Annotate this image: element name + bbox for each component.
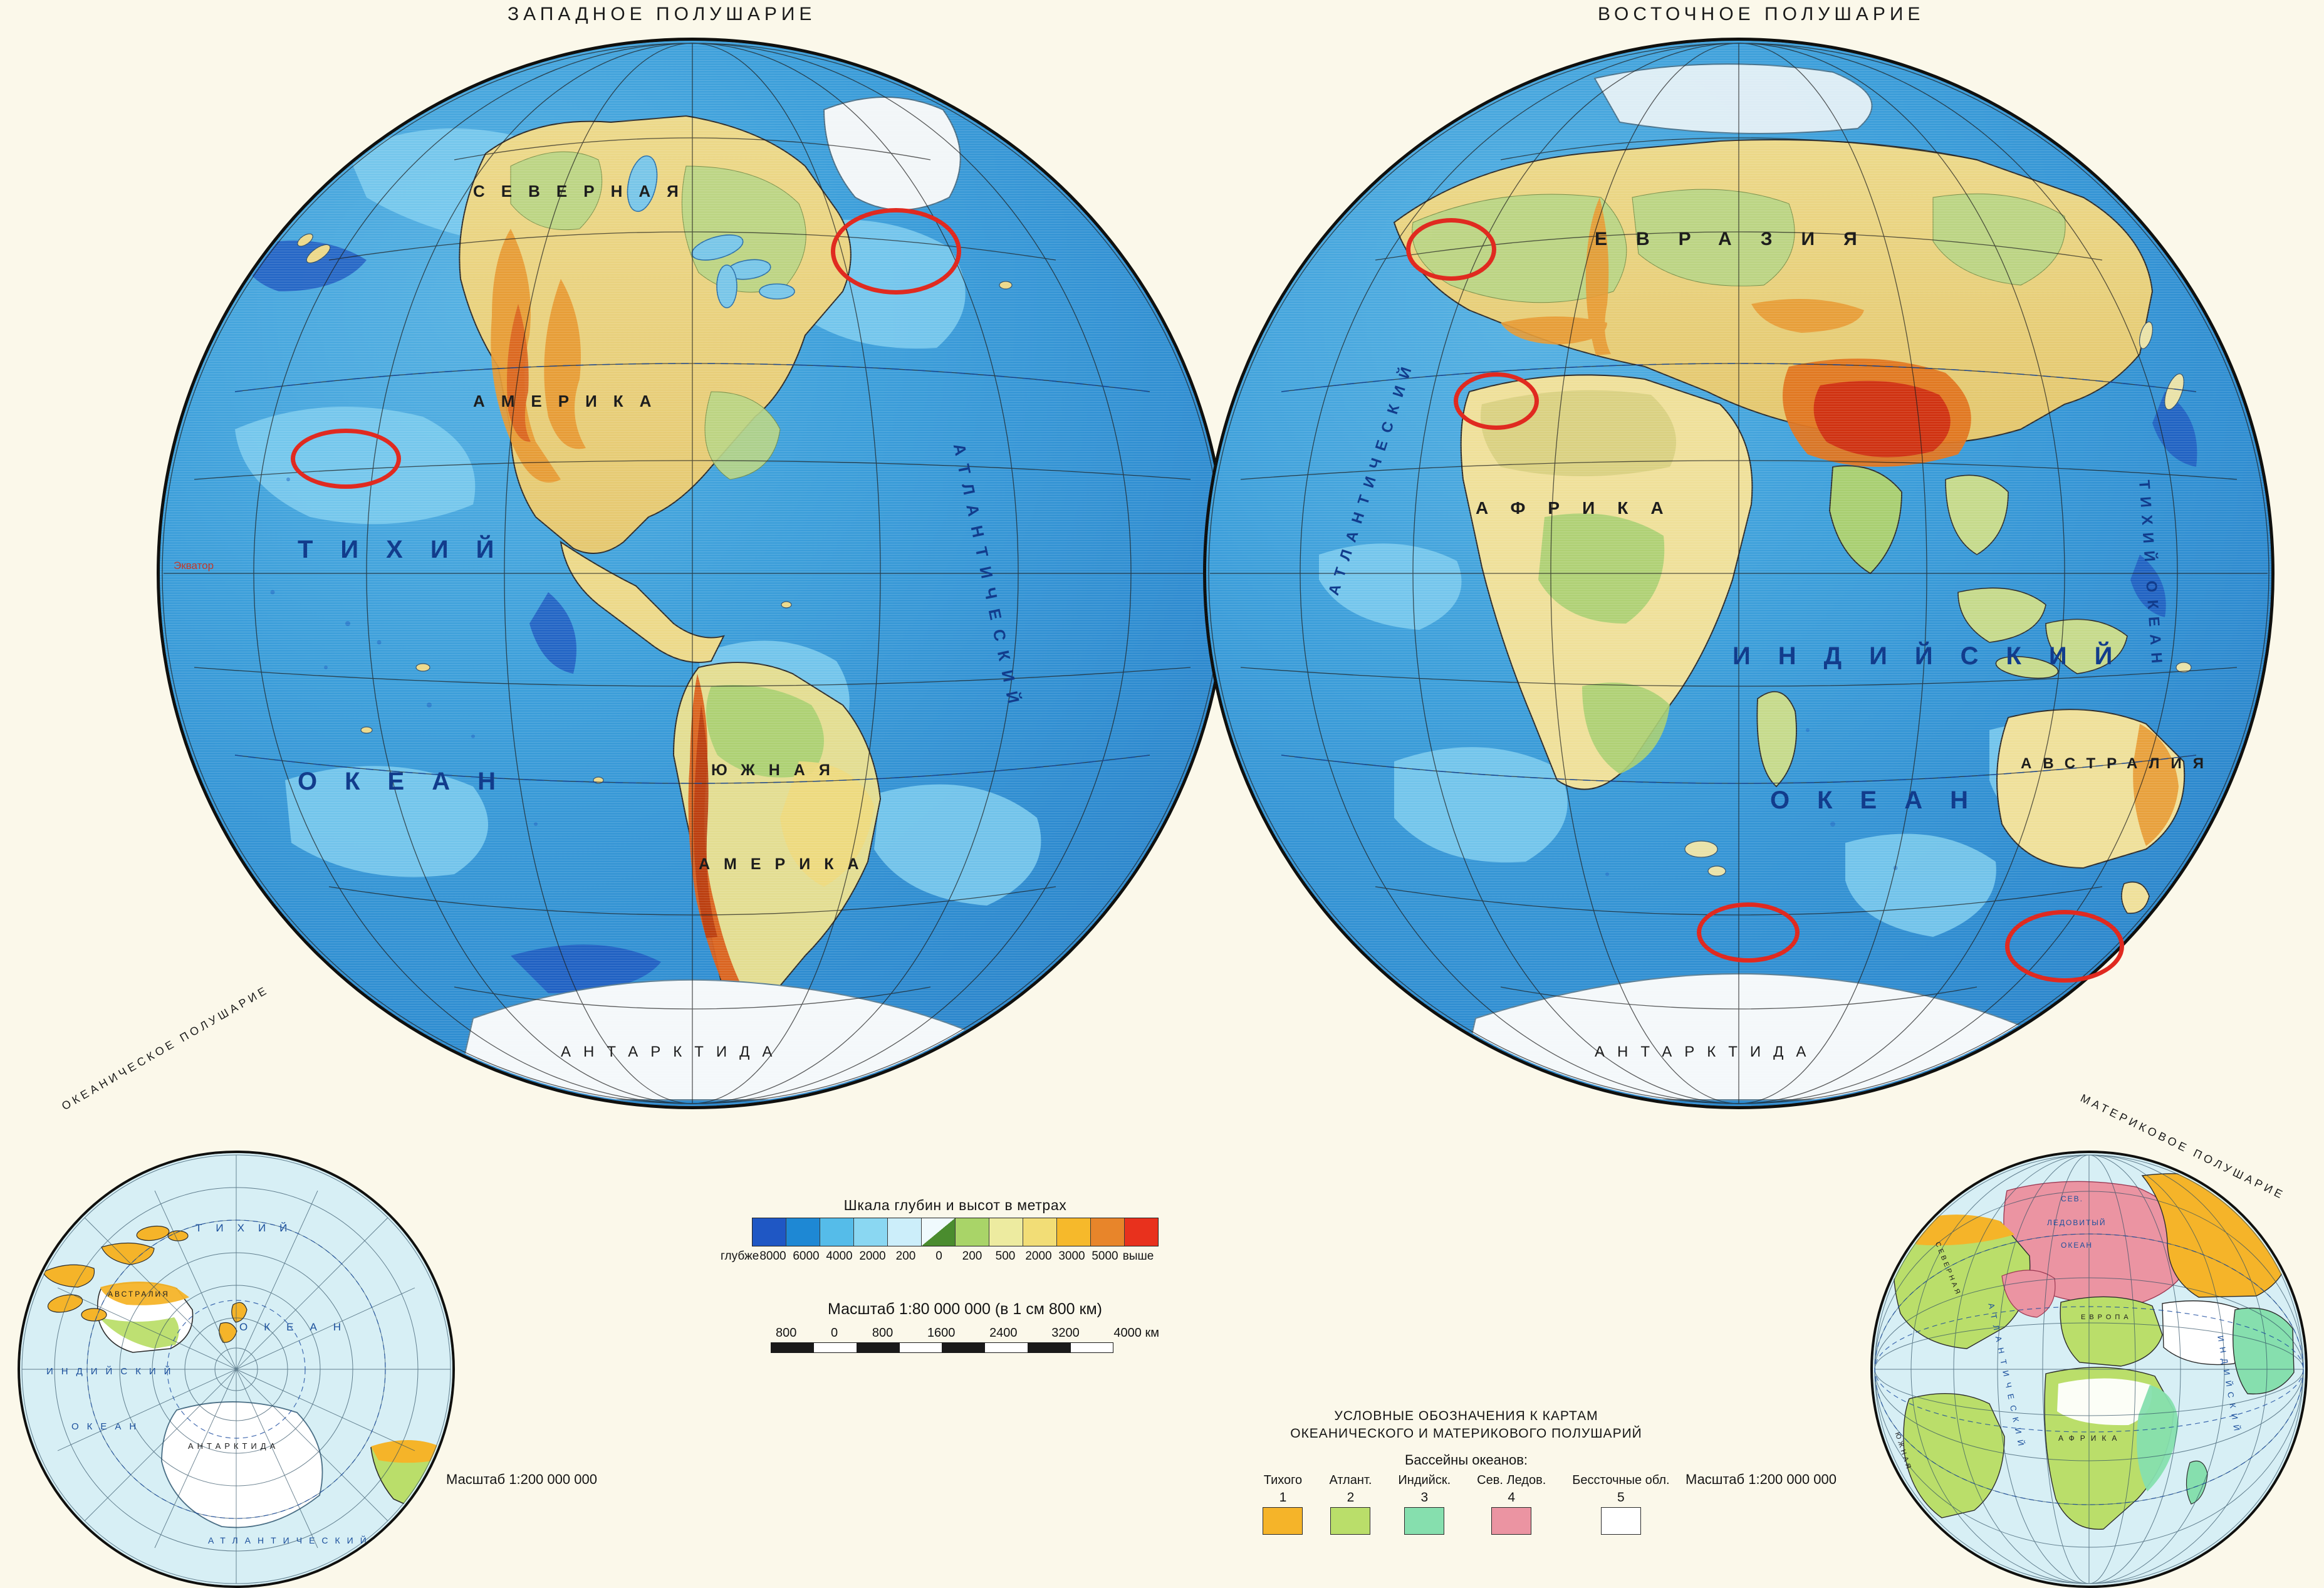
basin-swatch-indian <box>1404 1507 1445 1535</box>
swatch-5000 <box>1124 1218 1158 1246</box>
east-hemisphere-title: ВОСТОЧНОЕ ПОЛУШАРИЕ <box>1598 4 1925 24</box>
sb-seg-5 <box>942 1343 986 1352</box>
depth-height-tick-labels: глубже 8000 6000 4000 2000 200 0 200 500… <box>721 1250 1171 1263</box>
swatch-2000 <box>887 1218 921 1246</box>
basin-name-atlantic: Атлант. <box>1329 1473 1372 1487</box>
continental-map-artwork <box>1893 1173 2295 1530</box>
depth-height-swatches <box>752 1218 1159 1246</box>
sb-seg-8 <box>1071 1343 1113 1352</box>
sb-seg-2 <box>814 1343 857 1352</box>
sb-tick-6: 4000 км <box>1113 1326 1159 1340</box>
basin-num-arctic: 4 <box>1508 1490 1516 1505</box>
basin-item-atlantic: Атлант. 2 <box>1329 1473 1372 1535</box>
sb-tick-5: 3200 <box>1051 1326 1080 1340</box>
sb-tick-0: 800 <box>776 1326 797 1340</box>
basin-swatch-atlantic <box>1330 1507 1371 1535</box>
basin-num-indian: 3 <box>1420 1490 1429 1505</box>
oceanic-scale-text: Масштаб 1:200 000 000 <box>446 1471 597 1487</box>
swatch-deeper <box>753 1218 786 1246</box>
sb-seg-1 <box>771 1343 815 1352</box>
oceanic-map-artwork <box>42 1225 451 1528</box>
scale-bar-graphic <box>771 1342 1113 1353</box>
swatch-2000-up <box>1056 1218 1090 1246</box>
west-hemisphere-title: ЗАПАДНОЕ ПОЛУШАРИЕ <box>508 4 816 24</box>
annotation-hawaii <box>291 429 401 489</box>
continental-scale-text: Масштаб 1:200 000 000 <box>1686 1471 1837 1487</box>
swatch-0 <box>955 1218 989 1246</box>
swatch-4000 <box>853 1218 887 1246</box>
swatch-200 <box>921 1218 955 1246</box>
basin-legend-items: Тихого 1 Атлант. 2 Индийск. 3 Сев. Ледов… <box>1247 1473 1686 1535</box>
oceanic-hemisphere-globe[interactable]: ТИХИЙ ОКЕАН ИНДИЙСКИЙ ОКЕАН АТЛАНТИЧЕСКИ… <box>18 1151 455 1588</box>
tick-higher: выше <box>1122 1250 1154 1263</box>
swatch-3000 <box>1090 1218 1124 1246</box>
scale-bar-numbers: 800 0 800 1600 2400 3200 4000 км <box>771 1326 1159 1340</box>
sb-seg-7 <box>1028 1343 1071 1352</box>
swatch-500 <box>1023 1218 1056 1246</box>
basin-legend-title-1: УСЛОВНЫЕ ОБОЗНАЧЕНИЯ К КАРТАМ <box>1334 1409 1598 1423</box>
tick-200-up: 200 <box>962 1250 982 1263</box>
annotation-kerguelen <box>1697 902 1800 963</box>
depth-height-legend: Шкала глубин и высот в метрах глубже 800… <box>721 1197 1171 1263</box>
sb-tick-4: 2400 <box>989 1326 1018 1340</box>
annotation-tasmania <box>2005 910 2124 983</box>
sb-tick-2: 800 <box>872 1326 894 1340</box>
sb-seg-4 <box>900 1343 942 1352</box>
tick-deeper: глубже <box>721 1250 759 1263</box>
basin-num-endorheic: 5 <box>1617 1490 1625 1505</box>
tick-2000: 2000 <box>859 1250 886 1263</box>
basin-legend-subtitle: Бассейны океанов: <box>1404 1451 1528 1468</box>
basin-name-indian: Индийск. <box>1398 1473 1451 1487</box>
annotation-newfoundland <box>831 208 961 295</box>
tick-0: 0 <box>935 1250 942 1263</box>
tick-5000: 5000 <box>1092 1250 1118 1263</box>
swatch-200-up <box>989 1218 1023 1246</box>
annotation-paris <box>1406 218 1496 281</box>
basin-name-endorheic: Бессточные обл. <box>1572 1473 1670 1487</box>
basin-swatch-pacific <box>1263 1507 1303 1535</box>
tick-200: 200 <box>895 1250 916 1263</box>
basin-item-endorheic: Бессточные обл. 5 <box>1572 1473 1670 1535</box>
tick-2000-up: 2000 <box>1025 1250 1052 1263</box>
sb-tick-1: 0 <box>831 1326 838 1340</box>
tick-3000: 3000 <box>1058 1250 1085 1263</box>
basin-swatch-endorheic <box>1600 1507 1641 1535</box>
tick-4000: 4000 <box>826 1250 853 1263</box>
basin-item-arctic: Сев. Ледов. 4 <box>1477 1473 1546 1535</box>
sb-seg-3 <box>857 1343 900 1352</box>
sb-seg-6 <box>985 1343 1028 1352</box>
basin-num-pacific: 1 <box>1279 1490 1287 1505</box>
continental-hemisphere-globe[interactable]: СЕВ. ЛЕДОВИТЫЙ ОКЕАН АТЛАНТИЧЕСКИЙ ИНДИЙ… <box>1870 1151 2308 1588</box>
tick-6000: 6000 <box>793 1250 820 1263</box>
annotation-suez-canal <box>1454 372 1539 430</box>
scale-bar-block: Масштаб 1:80 000 000 (в 1 см 800 км) 800… <box>771 1300 1159 1353</box>
swatch-8000 <box>786 1218 820 1246</box>
basin-item-pacific: Тихого 1 <box>1263 1473 1303 1535</box>
swatch-6000 <box>820 1218 853 1246</box>
ocean-basin-legend: УСЛОВНЫЕ ОБОЗНАЧЕНИЯ К КАРТАМ ОКЕАНИЧЕСК… <box>1247 1408 1686 1535</box>
basin-legend-title-2: ОКЕАНИЧЕСКОГО И МАТЕРИКОВОГО ПОЛУШАРИЙ <box>1290 1426 1642 1441</box>
scale-bar-title: Масштаб 1:80 000 000 (в 1 см 800 км) <box>828 1300 1102 1318</box>
west-hemisphere-globe[interactable]: ТИХИЙ ОКЕАН СЕВЕРНАЯ АМЕРИКА ЮЖНАЯ АМЕРИ… <box>157 38 1228 1109</box>
basin-swatch-arctic <box>1491 1507 1532 1535</box>
sb-tick-3: 1600 <box>927 1326 956 1340</box>
basin-num-atlantic: 2 <box>1347 1490 1355 1505</box>
basin-item-indian: Индийск. 3 <box>1398 1473 1451 1535</box>
tick-8000: 8000 <box>759 1250 786 1263</box>
basin-name-pacific: Тихого <box>1263 1473 1303 1487</box>
basin-name-arctic: Сев. Ледов. <box>1477 1473 1546 1487</box>
west-map-artwork <box>235 97 1041 1100</box>
tick-500: 500 <box>995 1250 1016 1263</box>
depth-height-legend-title: Шкала глубин и высот в метрах <box>843 1197 1067 1213</box>
